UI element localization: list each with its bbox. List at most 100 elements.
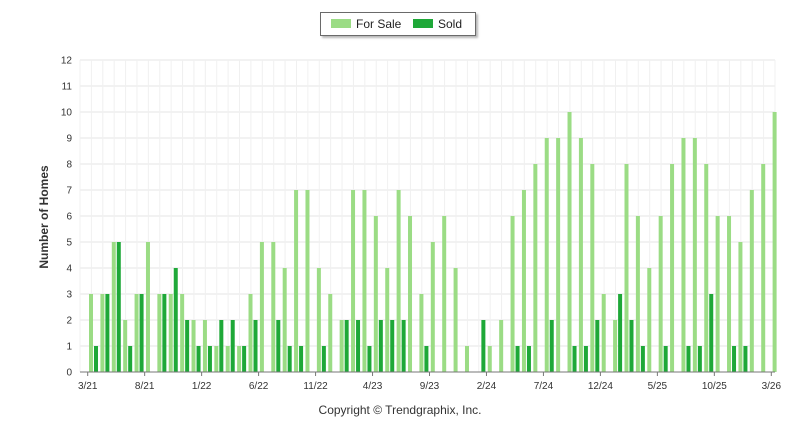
sold-bar — [549, 320, 554, 372]
for-sale-bar — [499, 320, 504, 372]
sold-bar — [253, 320, 258, 372]
for-sale-bar — [749, 190, 754, 372]
legend-item-for-sale: For Sale — [331, 17, 401, 31]
for-sale-bar — [123, 320, 128, 372]
y-tick-label: 5 — [66, 238, 72, 249]
sold-bar — [207, 346, 212, 372]
sold-bar — [686, 346, 691, 372]
sold-bar — [424, 346, 429, 372]
y-tick-label: 12 — [61, 56, 73, 67]
for-sale-bar — [259, 242, 264, 372]
x-tick-label: 11/22 — [303, 381, 328, 392]
y-tick-label: 11 — [62, 82, 73, 93]
legend-swatch-for-sale — [331, 19, 351, 29]
sold-bar — [219, 320, 224, 372]
for-sale-bar — [624, 164, 629, 372]
sold-bar — [618, 294, 623, 372]
for-sale-bar — [487, 346, 492, 372]
sold-bar — [128, 346, 133, 372]
sold-bar — [515, 346, 520, 372]
y-tick-label: 9 — [66, 134, 72, 145]
x-tick-label: 12/24 — [588, 381, 613, 392]
sold-bar — [732, 346, 737, 372]
sold-bar — [196, 346, 201, 372]
y-tick-label: 7 — [66, 186, 72, 197]
x-tick-label: 4/23 — [363, 381, 383, 392]
sold-bar — [173, 268, 178, 372]
for-sale-bar — [100, 294, 105, 372]
for-sale-bar — [316, 268, 321, 372]
sold-bar — [116, 242, 121, 372]
for-sale-bar — [453, 268, 458, 372]
x-tick-label: 1/22 — [192, 381, 212, 392]
for-sale-bar — [237, 346, 242, 372]
y-tick-label: 2 — [66, 316, 72, 327]
sold-bar — [287, 346, 292, 372]
sold-bar — [344, 320, 349, 372]
for-sale-bar — [225, 346, 230, 372]
sold-bar — [162, 294, 167, 372]
x-tick-label: 8/21 — [135, 381, 155, 392]
x-tick-label: 7/24 — [534, 381, 554, 392]
legend-item-sold: Sold — [413, 17, 462, 31]
for-sale-bar — [408, 216, 413, 372]
for-sale-bar — [271, 242, 276, 372]
chart-bars — [89, 112, 777, 372]
sold-bar — [276, 320, 281, 372]
x-tick-label: 10/25 — [702, 381, 727, 392]
copyright-text: Copyright © Trendgraphix, Inc. — [318, 403, 482, 417]
for-sale-bar — [738, 242, 743, 372]
for-sale-bar — [248, 294, 253, 372]
sold-bar — [401, 320, 406, 372]
x-tick-label: 3/26 — [762, 381, 782, 392]
sold-bar — [697, 346, 702, 372]
for-sale-bar — [430, 242, 435, 372]
for-sale-bar — [282, 268, 287, 372]
sold-bar — [299, 346, 304, 372]
for-sale-bar — [613, 320, 618, 372]
for-sale-bar — [168, 294, 173, 372]
for-sale-bar — [727, 216, 732, 372]
legend-label-sold: Sold — [438, 17, 463, 31]
for-sale-bar — [442, 216, 447, 372]
sold-bar — [640, 346, 645, 372]
x-axis: 3/21 8/21 1/22 6/22 11/22 4/23 9/23 2/24 7/24 12/… — [78, 371, 782, 392]
for-sale-bar — [191, 320, 196, 372]
for-sale-bar — [772, 112, 777, 372]
for-sale-bar — [362, 190, 367, 372]
for-sale-bar — [214, 346, 219, 372]
for-sale-bar — [145, 242, 150, 372]
chart-legend: For Sale Sold — [320, 12, 476, 36]
sold-bar — [378, 320, 383, 372]
sold-bar — [583, 346, 588, 372]
x-tick-label: 2/24 — [477, 381, 497, 392]
for-sale-bar — [305, 190, 310, 372]
y-tick-label: 8 — [66, 160, 72, 171]
y-tick-label: 3 — [66, 290, 72, 301]
sold-bar — [230, 320, 235, 372]
sold-bar — [356, 320, 361, 372]
for-sale-bar — [396, 190, 401, 372]
sold-bar — [572, 346, 577, 372]
sold-bar — [481, 320, 486, 372]
for-sale-bar — [556, 138, 561, 372]
for-sale-bar — [351, 190, 356, 372]
for-sale-bar — [202, 320, 207, 372]
y-axis-label: Number of Homes — [37, 165, 51, 269]
x-tick-label: 3/21 — [78, 381, 98, 392]
for-sale-bar — [567, 112, 572, 372]
for-sale-bar — [647, 268, 652, 372]
x-tick-label: 5/25 — [648, 381, 668, 392]
for-sale-bar — [294, 190, 299, 372]
for-sale-bar — [681, 138, 686, 372]
sold-bar — [595, 320, 600, 372]
for-sale-bar — [180, 294, 185, 372]
sold-bar — [94, 346, 98, 372]
for-sale-bar — [521, 190, 526, 372]
x-tick-label: 9/23 — [420, 381, 440, 392]
sold-bar — [185, 320, 190, 372]
sold-bar — [367, 346, 372, 372]
y-tick-label: 1 — [66, 342, 72, 353]
